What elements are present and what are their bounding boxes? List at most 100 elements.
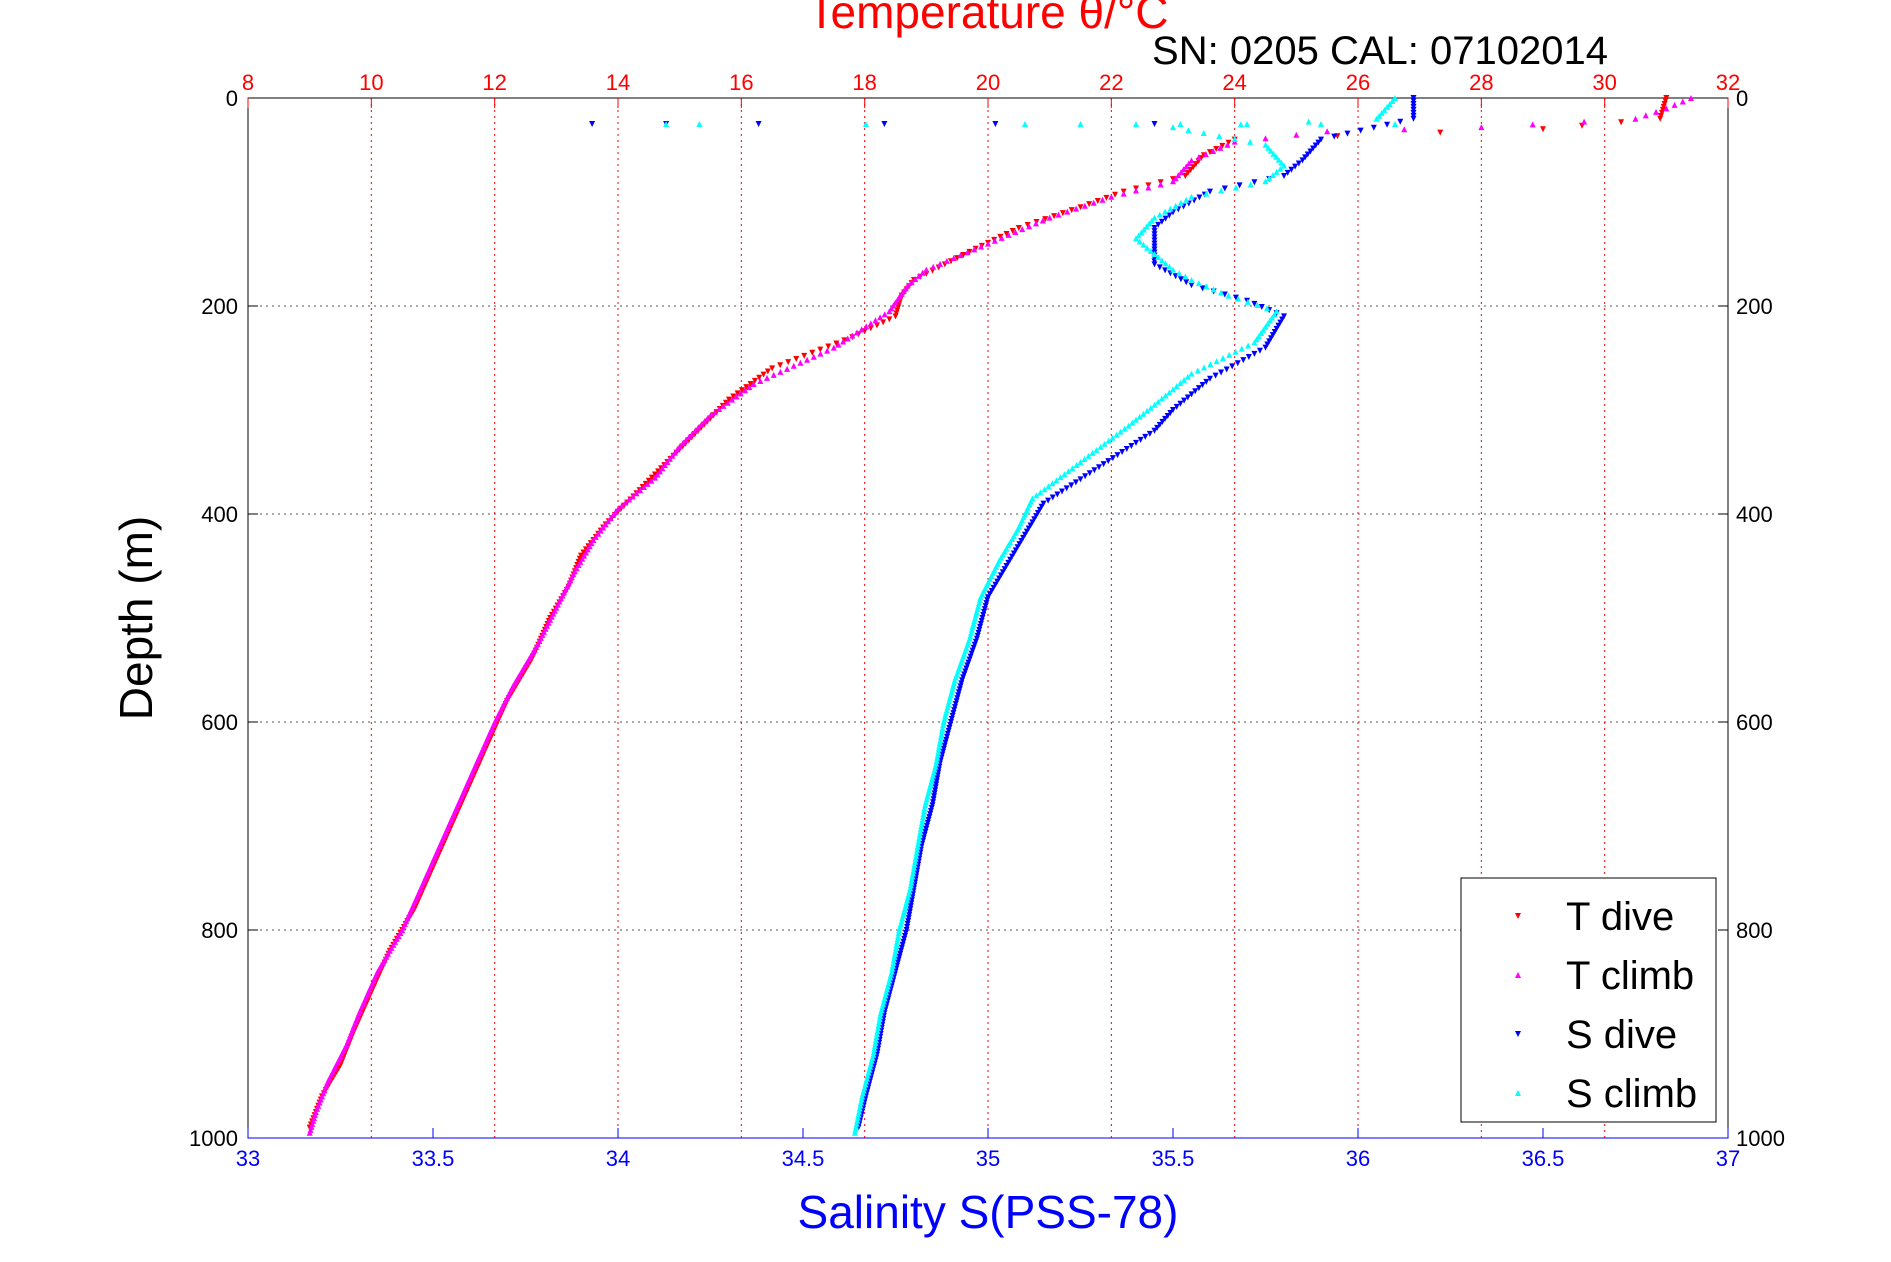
outlier-point-s-climb bbox=[1077, 121, 1084, 127]
data-point bbox=[1182, 273, 1189, 280]
data-point bbox=[597, 527, 604, 534]
data-point bbox=[1180, 166, 1187, 173]
data-point bbox=[676, 443, 683, 450]
data-point bbox=[1200, 130, 1207, 137]
y-tick-label-left: 200 bbox=[201, 294, 238, 319]
data-point bbox=[1195, 385, 1202, 392]
y-tick-label-left: 800 bbox=[201, 918, 238, 943]
data-point bbox=[1671, 101, 1678, 108]
data-point bbox=[1247, 181, 1254, 188]
data-point bbox=[1216, 132, 1223, 139]
data-point bbox=[1046, 214, 1053, 221]
data-point bbox=[1183, 163, 1190, 170]
data-point bbox=[909, 870, 916, 877]
data-point bbox=[863, 323, 870, 330]
data-point bbox=[1151, 228, 1158, 235]
data-point bbox=[1269, 171, 1276, 178]
data-point bbox=[1033, 513, 1040, 520]
data-point bbox=[919, 814, 926, 821]
data-point bbox=[610, 512, 617, 519]
data-point bbox=[1221, 291, 1228, 298]
data-point bbox=[1224, 141, 1231, 148]
data-point bbox=[1273, 168, 1280, 175]
data-point bbox=[857, 1099, 864, 1106]
data-point bbox=[872, 1036, 879, 1043]
data-point bbox=[1029, 519, 1036, 526]
legend-label: S climb bbox=[1566, 1072, 1697, 1116]
data-point bbox=[1262, 135, 1269, 142]
x-tick-label-salinity: 34.5 bbox=[782, 1146, 825, 1171]
data-point bbox=[999, 569, 1006, 576]
data-point bbox=[1218, 187, 1225, 194]
data-point bbox=[912, 858, 919, 865]
data-point bbox=[1376, 112, 1383, 119]
data-point bbox=[1281, 313, 1287, 320]
data-point bbox=[918, 820, 925, 827]
legend-label: T dive bbox=[1566, 895, 1674, 939]
y-tick-label-left: 1000 bbox=[189, 1126, 238, 1151]
data-point bbox=[1026, 223, 1033, 230]
data-point bbox=[1266, 317, 1273, 324]
outlier-point-s-climb bbox=[1244, 121, 1250, 127]
data-point bbox=[1014, 544, 1021, 551]
data-point bbox=[918, 823, 925, 829]
y-tick-label-right: 0 bbox=[1736, 86, 1748, 111]
data-point bbox=[854, 1117, 861, 1124]
data-point bbox=[854, 1114, 861, 1121]
data-point bbox=[1181, 397, 1188, 404]
data-point bbox=[1012, 547, 1019, 554]
data-point bbox=[1018, 538, 1025, 545]
data-point bbox=[894, 938, 901, 945]
data-point bbox=[938, 730, 945, 737]
data-point bbox=[1397, 118, 1404, 125]
data-point bbox=[830, 344, 837, 351]
data-point bbox=[939, 727, 946, 734]
data-point bbox=[1275, 156, 1282, 163]
data-point bbox=[1151, 225, 1158, 231]
data-point bbox=[810, 353, 817, 360]
x-tick-label-salinity: 33.5 bbox=[412, 1146, 455, 1171]
data-point bbox=[1034, 509, 1041, 516]
data-point bbox=[742, 387, 749, 394]
data-point bbox=[1109, 434, 1116, 441]
data-point bbox=[1384, 121, 1391, 128]
data-point bbox=[1269, 332, 1276, 339]
data-point bbox=[1145, 184, 1152, 191]
data-point bbox=[1281, 173, 1287, 179]
data-point bbox=[743, 384, 750, 391]
data-point bbox=[1203, 378, 1210, 385]
data-point bbox=[1065, 468, 1072, 475]
x-tick-label-salinity: 33 bbox=[236, 1146, 260, 1171]
data-point bbox=[950, 255, 957, 262]
data-point bbox=[841, 337, 848, 344]
data-point bbox=[1207, 149, 1213, 156]
data-point bbox=[893, 941, 900, 948]
data-point bbox=[1146, 430, 1153, 437]
data-point bbox=[1019, 226, 1026, 233]
data-point bbox=[886, 316, 893, 323]
data-point bbox=[760, 371, 767, 378]
data-point bbox=[1162, 208, 1169, 215]
data-point bbox=[1077, 476, 1084, 483]
data-point bbox=[1020, 534, 1027, 541]
data-point bbox=[1173, 403, 1180, 410]
x-tick-label-salinity: 35.5 bbox=[1152, 1146, 1195, 1171]
data-point bbox=[1253, 336, 1260, 343]
data-point bbox=[957, 252, 964, 259]
data-point bbox=[824, 347, 831, 354]
data-point bbox=[704, 415, 711, 422]
data-point bbox=[1136, 413, 1143, 420]
outlier-point-s-climb bbox=[1318, 121, 1324, 127]
data-point bbox=[996, 575, 1003, 582]
data-point bbox=[1027, 522, 1034, 529]
data-point bbox=[1068, 482, 1075, 489]
data-point bbox=[1264, 320, 1271, 327]
data-point bbox=[1181, 376, 1188, 383]
data-point bbox=[1119, 449, 1126, 456]
data-point bbox=[1260, 326, 1267, 333]
data-point bbox=[1136, 238, 1143, 245]
data-point bbox=[720, 402, 727, 409]
chart-title: Temperature θ/°C bbox=[808, 0, 1169, 38]
data-point bbox=[964, 249, 971, 256]
